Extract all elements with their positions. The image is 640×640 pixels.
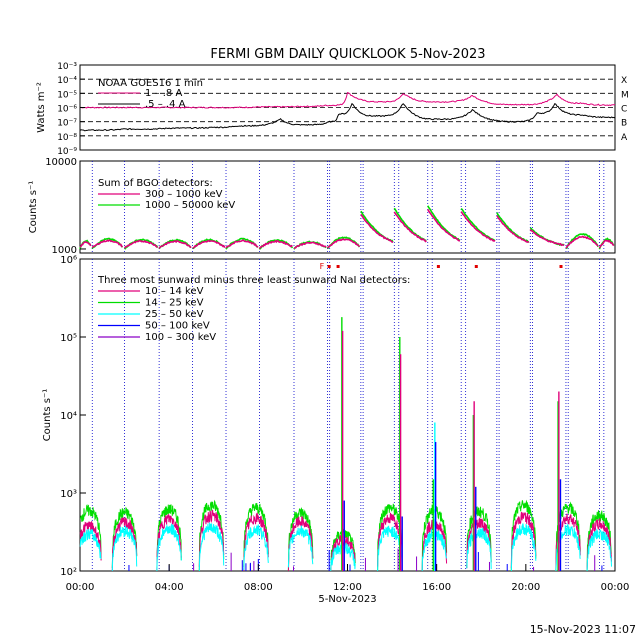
nai-series-line: [243, 502, 269, 568]
trigger-flag: [327, 265, 331, 268]
goes-series-line: [79, 91, 616, 109]
nai-series-line: [243, 524, 269, 571]
bgo-series-line: [79, 209, 615, 250]
nai-y-axis-label: Counts s⁻¹: [42, 389, 53, 442]
bgo-panel-frame: [79, 160, 616, 254]
nai-series-line: [510, 499, 537, 572]
nai-series-line: [586, 518, 612, 570]
nai-series-line: [466, 527, 492, 570]
x-tick-label: 12:00: [333, 582, 362, 593]
nai-series-line: [156, 504, 182, 572]
bgo-legend-label: 300 – 1000 keV: [145, 189, 223, 200]
nai-series-line: [198, 509, 225, 567]
figure-title: FERMI GBM DAILY QUICKLOOK 5-Nov-2023: [210, 47, 485, 62]
nai-series-line: [377, 525, 403, 572]
nai-series-line: [198, 499, 225, 572]
bgo-y-tick-label: 10000: [45, 157, 77, 168]
flare-class-label: X: [621, 76, 627, 86]
axes-and-ticks: 10⁻³ 10⁻⁴ 10⁻⁵ 10⁻⁶ 10⁻⁷ 10⁻⁸ 10⁻⁹ Watts m⁻² 100…: [28, 62, 629, 605]
nai-series-line: [111, 525, 138, 572]
nai-series-line: [466, 506, 492, 569]
x-tick-label: 08:00: [244, 582, 273, 593]
nai-series-line: [586, 510, 612, 572]
trigger-flag: [436, 265, 440, 268]
goes-y-tick-label: 10⁻³: [57, 62, 77, 72]
flare-class-label: A: [621, 133, 628, 143]
bgo-series-line: [79, 205, 615, 250]
goes-legend-label: .5 – .4 A: [145, 99, 186, 110]
x-tick-label: 04:00: [155, 582, 184, 593]
nai-legend-label: 25 – 50 keV: [145, 309, 204, 320]
nai-panel: F: [79, 262, 612, 572]
flare-class-label: B: [621, 119, 627, 129]
bgo-y-tick-label: 1000: [52, 245, 77, 256]
flare-class-label: M: [621, 90, 629, 100]
goes-y-axis-label: Watts m⁻²: [36, 82, 47, 133]
bgo-panel: [79, 205, 615, 250]
goes-y-tick-label: 10⁻⁵: [57, 90, 77, 100]
nai-series-line: [586, 528, 612, 572]
trigger-flag: [336, 265, 340, 268]
nai-series-line: [156, 523, 182, 572]
goes-y-tick-label: 10⁻⁸: [57, 133, 77, 143]
generation-timestamp: 15-Nov-2023 11:07: [530, 623, 636, 636]
goes-series-line: [79, 102, 616, 132]
trigger-flag-label: F: [320, 262, 325, 271]
nai-series-line: [510, 523, 537, 572]
nai-y-tick-label: 10⁴: [60, 411, 77, 422]
x-tick-label: 00:00: [66, 582, 95, 593]
goes-y-tick-label: 10⁻⁹: [57, 147, 77, 157]
nai-series-line: [287, 516, 314, 572]
bgo-legend-title: Sum of BGO detectors:: [98, 178, 213, 189]
nai-series-line: [198, 521, 225, 572]
nai-y-tick-label: 10⁵: [60, 333, 77, 344]
nai-legend-label: 100 – 300 keV: [145, 332, 216, 343]
nai-series-line: [156, 514, 182, 572]
x-tick-label: 00:00: [601, 582, 630, 593]
nai-y-tick-label: 10⁶: [60, 255, 77, 266]
nai-series-line: [79, 528, 102, 559]
nai-series-line: [79, 504, 102, 560]
goes-legend-title: NOAA GOES16 1 min: [98, 78, 203, 89]
x-tick-label: 20:00: [511, 582, 540, 593]
goes-y-tick-label: 10⁻⁷: [57, 119, 77, 129]
trigger-flag: [559, 265, 563, 268]
nai-series-line: [243, 512, 269, 572]
orbit-dotted-lines: [91, 161, 605, 571]
nai-series-line: [111, 506, 138, 569]
x-axis-label: 5-Nov-2023: [318, 594, 376, 605]
goes-legend-label: 1 – .8 A: [145, 88, 182, 99]
x-tick-label: 16:00: [422, 582, 451, 593]
bgo-legend-label: 1000 – 50000 keV: [145, 200, 235, 211]
nai-legend-label: 14 – 25 keV: [145, 298, 204, 309]
nai-legend-title: Three most sunward minus three least sun…: [97, 275, 410, 286]
flare-class-label: C: [621, 105, 627, 115]
bgo-y-axis-label: Counts s⁻¹: [28, 181, 39, 234]
nai-series-line: [287, 525, 314, 568]
nai-series-line: [287, 506, 314, 572]
nai-series-line: [111, 517, 138, 572]
nai-legend-label: 10 – 14 keV: [145, 286, 204, 297]
nai-y-tick-label: 10²: [60, 567, 77, 578]
goes-y-tick-label: 10⁻⁴: [57, 76, 77, 86]
nai-legend-label: 50 – 100 keV: [145, 321, 210, 332]
nai-series-line: [377, 503, 403, 572]
trigger-flag: [474, 265, 478, 268]
nai-series-line: [377, 512, 403, 567]
nai-y-tick-label: 10³: [60, 489, 77, 500]
goes-y-tick-label: 10⁻⁶: [57, 105, 77, 115]
